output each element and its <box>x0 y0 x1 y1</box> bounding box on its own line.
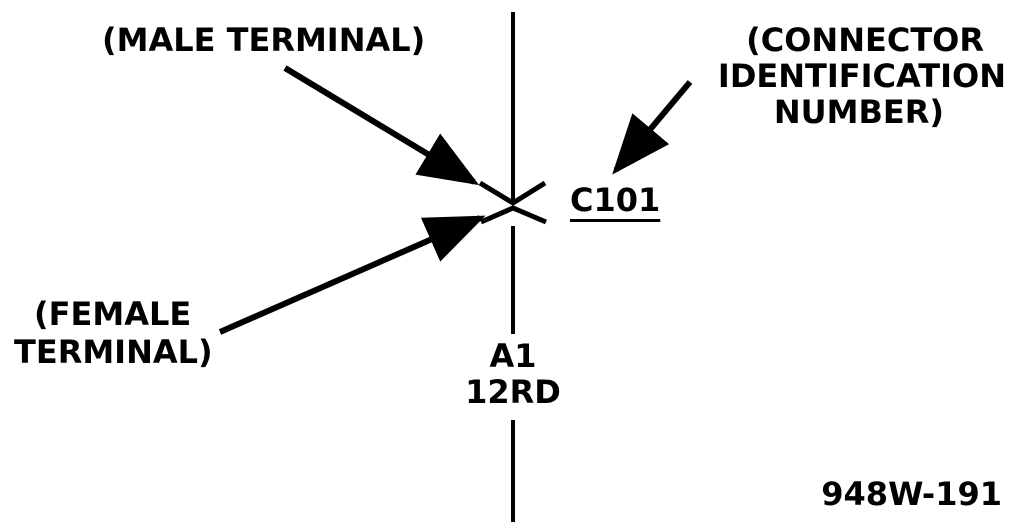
male-terminal-arrow <box>283 65 480 186</box>
connector-id-label-line2: IDENTIFICATION <box>717 57 1006 95</box>
female-terminal-label-line1: (FEMALE <box>34 295 192 333</box>
wire-gauge-color: 12RD <box>465 373 561 411</box>
connector-number: C101 <box>570 181 661 219</box>
connector-id-label-line3: NUMBER) <box>773 93 944 131</box>
circuit-id: A1 <box>489 337 537 375</box>
connector-id-label-line1: (CONNECTOR <box>746 21 984 59</box>
female-terminal-arrow <box>218 215 486 335</box>
figure-number: 948W-191 <box>821 475 1002 513</box>
male-terminal-symbol <box>478 180 547 206</box>
male-terminal-label: (MALE TERMINAL) <box>102 21 426 59</box>
female-terminal-label-line2: TERMINAL) <box>14 333 213 371</box>
connector-id-arrow <box>612 80 693 175</box>
female-terminal-symbol <box>479 205 547 225</box>
